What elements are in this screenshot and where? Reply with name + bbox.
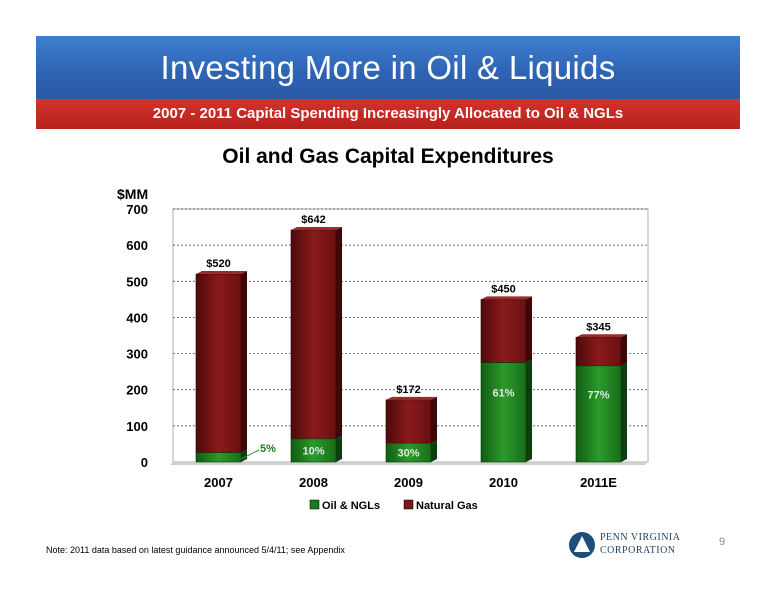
y-tick-label: 600 [126,238,148,253]
y-tick-label: 700 [126,202,148,217]
bar-natural-gas-top [196,271,247,275]
x-tick-label: 2010 [489,475,518,490]
bar-natural-gas [385,399,432,444]
logo-line2: CORPORATION [600,545,676,556]
bar-oil-ngls-side [621,362,627,462]
share-leader-line [240,449,260,460]
oil-share-label: 30% [397,448,419,460]
bar-natural-gas [195,273,242,453]
x-tick-label: 2009 [394,475,423,490]
y-tick-label: 100 [126,419,148,434]
bar-total-label: $520 [206,258,230,270]
bar-natural-gas [575,337,622,367]
chart-title: Oil and Gas Capital Expenditures [222,145,554,168]
bar-oil-ngls [195,452,242,463]
y-tick-label: 0 [141,455,148,470]
y-tick-label: 300 [126,347,148,362]
footnote: Note: 2011 data based on latest guidance… [46,545,345,555]
bar-natural-gas-top [291,226,342,230]
oil-share-label: 77% [587,390,609,402]
legend-swatch [309,499,320,510]
company-logo: PENN VIRGINIA CORPORATION [568,531,708,559]
bar-oil-ngls-side [336,435,342,462]
bar-natural-gas-side [336,226,342,439]
oil-share-label: 61% [492,387,514,399]
legend-label: Natural Gas [416,500,478,512]
bar-natural-gas-side [241,271,247,453]
bar-total-label: $450 [491,283,515,295]
bar-total-label: $345 [586,321,610,333]
bar-natural-gas-top [386,396,437,400]
oil-share-label: 10% [302,445,324,457]
legend-label: Oil & NGLs [322,500,380,512]
slide-subtitle: 2007 - 2011 Capital Spending Increasingl… [152,105,624,122]
page-number: 9 [719,536,726,548]
oil-share-label: 5% [260,443,276,455]
y-axis-label: $MM [117,186,148,202]
x-tick-label: 2008 [299,475,328,490]
logo-mark-icon [569,532,595,558]
slide-title: Investing More in Oil & Liquids [160,49,616,86]
x-tick-label: 2007 [204,475,233,490]
bar-natural-gas-side [431,396,437,444]
subtitle-banner: 2007 - 2011 Capital Spending Increasingl… [36,99,740,129]
title-banner: Investing More in Oil & Liquids [36,36,740,99]
logo-line1: PENN VIRGINIA [600,532,681,543]
bar-natural-gas-top [481,296,532,300]
x-tick-label: 2011E [580,475,617,490]
bar-total-label: $172 [396,384,420,396]
bar-total-label: $642 [301,214,325,226]
y-tick-label: 500 [126,274,148,289]
legend-swatch [403,499,414,510]
plot-floor [170,462,648,465]
bar-natural-gas-side [526,296,532,363]
bar-oil-ngls [575,365,622,463]
bar-natural-gas-top [576,334,627,338]
bar-oil-ngls-side [526,359,532,462]
bar-oil-ngls [480,362,527,463]
bar-natural-gas [290,229,337,440]
bar-oil-ngls-side [431,440,437,462]
bar-natural-gas-side [621,334,627,366]
bar-oil-ngls-side [241,449,247,462]
bar-natural-gas [480,299,527,363]
y-tick-label: 200 [126,383,148,398]
y-tick-label: 400 [126,310,148,325]
